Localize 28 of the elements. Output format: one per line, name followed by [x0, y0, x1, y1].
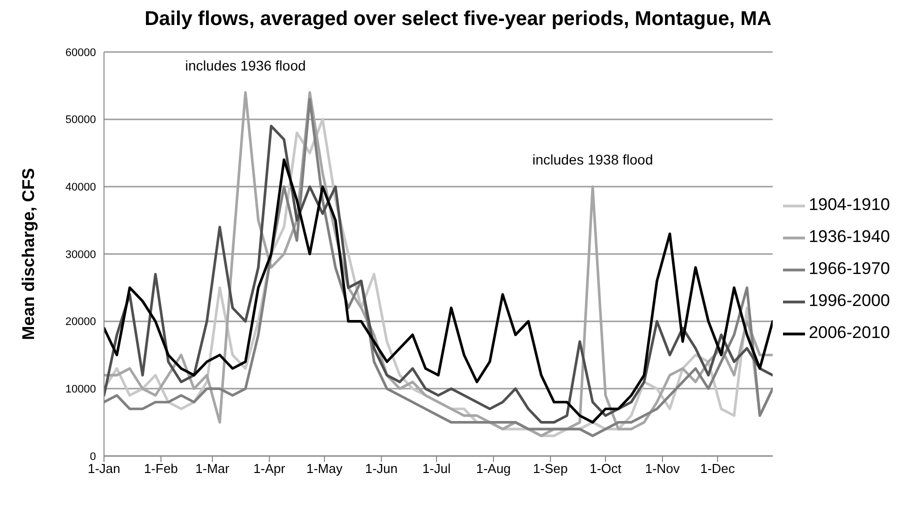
annotation: includes 1936 flood	[185, 57, 306, 74]
legend-label: 1936-1940	[808, 227, 890, 246]
y-tick-label: 40000	[65, 182, 96, 194]
legend-label: 1996-2000	[808, 291, 890, 310]
x-tick-label: 1-May	[306, 461, 343, 476]
x-tick-label: 1-Sep	[533, 461, 568, 476]
x-tick-label: 1-Jan	[88, 461, 120, 476]
x-tick-label: 1-Oct	[590, 461, 622, 476]
legend-label: 1966-1970	[808, 259, 890, 278]
x-tick-label: 1-Jul	[422, 461, 451, 476]
y-tick-label: 20000	[65, 316, 96, 328]
y-tick-label: 0	[90, 450, 96, 463]
x-tick-label: 1-Nov	[645, 461, 680, 476]
chart-title: Daily flows, averaged over select five-year periods, Montague, MA	[144, 8, 772, 32]
y-tick-label: 60000	[65, 46, 96, 59]
legend-label: 1904-1910	[808, 195, 890, 214]
x-tick-label: 1-Dec	[700, 461, 736, 476]
y-axis-title: Mean discharge, CFS	[19, 168, 38, 340]
annotation: includes 1938 flood	[532, 152, 653, 168]
legend-label: 2006-2010	[808, 323, 890, 342]
y-tick-label: 30000	[65, 248, 96, 261]
y-tick-label: 10000	[65, 384, 96, 396]
x-tick-label: 1-Mar	[195, 461, 230, 476]
x-tick-label: 1-Apr	[253, 461, 286, 476]
y-tick-label: 50000	[65, 114, 96, 126]
x-tick-label: 1-Feb	[144, 461, 178, 476]
x-tick-label: 1-Aug	[476, 461, 511, 476]
x-tick-label: 1-Jun	[365, 461, 398, 476]
